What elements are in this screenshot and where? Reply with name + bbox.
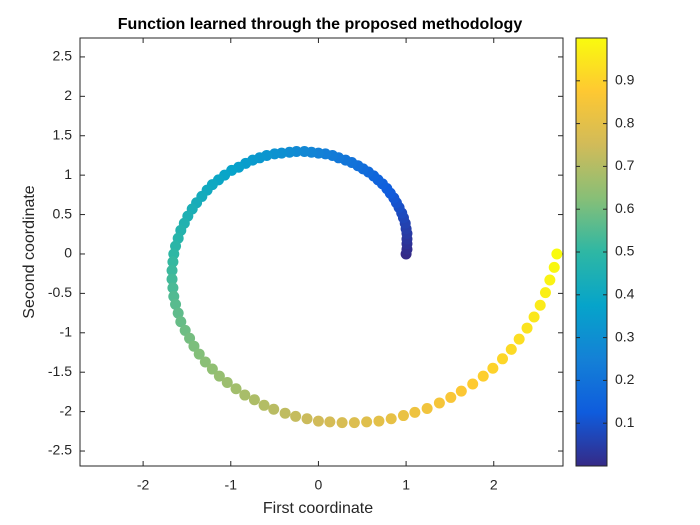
- y-tick-label: -1: [60, 323, 73, 339]
- x-tick-label: 0: [315, 477, 323, 493]
- scatter-point: [213, 370, 225, 382]
- colorbar-tick-label: 0.9: [615, 72, 635, 88]
- x-tick-label: 2: [490, 477, 498, 493]
- y-tick-label: 2.5: [53, 48, 73, 64]
- chart-title: Function learned through the proposed me…: [118, 16, 523, 33]
- scatter-point: [166, 273, 178, 285]
- scatter-point: [279, 407, 291, 419]
- scatter-point: [199, 356, 211, 368]
- scatter-point: [312, 415, 324, 427]
- plot-area: [79, 37, 564, 467]
- scatter-point: [551, 248, 563, 260]
- x-tick-label: -1: [225, 477, 238, 493]
- scatter-point: [290, 410, 302, 422]
- colorbar-tick-label: 0.2: [615, 371, 635, 387]
- y-tick-label: 0: [64, 245, 72, 261]
- scatter-point: [421, 402, 433, 414]
- x-axis-label: First coordinate: [263, 500, 373, 517]
- scatter-point: [433, 397, 445, 409]
- scatter-point: [301, 413, 313, 425]
- y-tick-label: -2.5: [48, 442, 72, 458]
- y-axis-label: Second coordinate: [21, 185, 38, 319]
- scatter-point: [221, 376, 233, 388]
- scatter-point: [373, 415, 385, 427]
- scatter-point: [477, 370, 489, 382]
- x-tick-label: 1: [402, 477, 410, 493]
- scatter-point: [239, 389, 251, 401]
- y-tick-label: -1.5: [48, 363, 72, 379]
- y-tick-label: 2: [64, 87, 72, 103]
- scatter-point: [298, 146, 310, 158]
- colorbar-tick-label: 0.3: [615, 328, 635, 344]
- scatter-point: [445, 391, 457, 403]
- scatter-point: [348, 417, 360, 429]
- y-tick-label: 0.5: [53, 205, 73, 221]
- colorbar-tick-label: 0.1: [615, 414, 635, 430]
- scatter-point: [170, 298, 182, 310]
- scatter-point: [409, 406, 421, 418]
- scatter-point: [167, 256, 179, 268]
- scatter-point: [258, 399, 270, 411]
- scatter-point: [166, 265, 178, 277]
- scatter-point: [544, 274, 556, 286]
- colorbar-tick-label: 0.8: [615, 114, 635, 130]
- y-tick-label: 1.5: [53, 126, 73, 142]
- scatter-point: [548, 261, 560, 273]
- scatter-point: [324, 416, 336, 428]
- colorbar: [575, 37, 608, 467]
- scatter-point: [206, 363, 218, 375]
- scatter-point: [513, 333, 525, 345]
- scatter-point: [534, 299, 546, 311]
- scatter-point: [467, 378, 479, 390]
- scatter-point: [248, 394, 260, 406]
- scatter-point: [172, 307, 184, 319]
- scatter-point: [528, 311, 540, 323]
- y-tick-label: -0.5: [48, 284, 72, 300]
- x-tick-label: -2: [137, 477, 150, 493]
- scatter-point: [361, 416, 373, 428]
- scatter-point: [175, 316, 187, 328]
- scatter-point: [385, 413, 397, 425]
- scatter-point: [188, 340, 200, 352]
- colorbar-tick-label: 0.4: [615, 286, 635, 302]
- scatter-point: [487, 362, 499, 374]
- colorbar-tick-label: 0.7: [615, 157, 635, 173]
- colorbar-tick-label: 0.5: [615, 243, 635, 259]
- scatter-point: [497, 353, 509, 365]
- scatter-point: [167, 282, 179, 294]
- scatter-point: [193, 348, 205, 360]
- scatter-point: [539, 287, 551, 299]
- y-tick-label: -2: [60, 402, 73, 418]
- scatter-point: [336, 417, 348, 429]
- y-tick-label: 1: [64, 166, 72, 182]
- scatter-point: [268, 403, 280, 415]
- scatter-point: [505, 343, 517, 355]
- scatter-point: [284, 146, 296, 158]
- scatter-point: [397, 410, 409, 422]
- scatter-point: [455, 385, 467, 397]
- scatter-point: [521, 322, 533, 334]
- colorbar-tick-label: 0.6: [615, 200, 635, 216]
- scatter-point: [230, 383, 242, 395]
